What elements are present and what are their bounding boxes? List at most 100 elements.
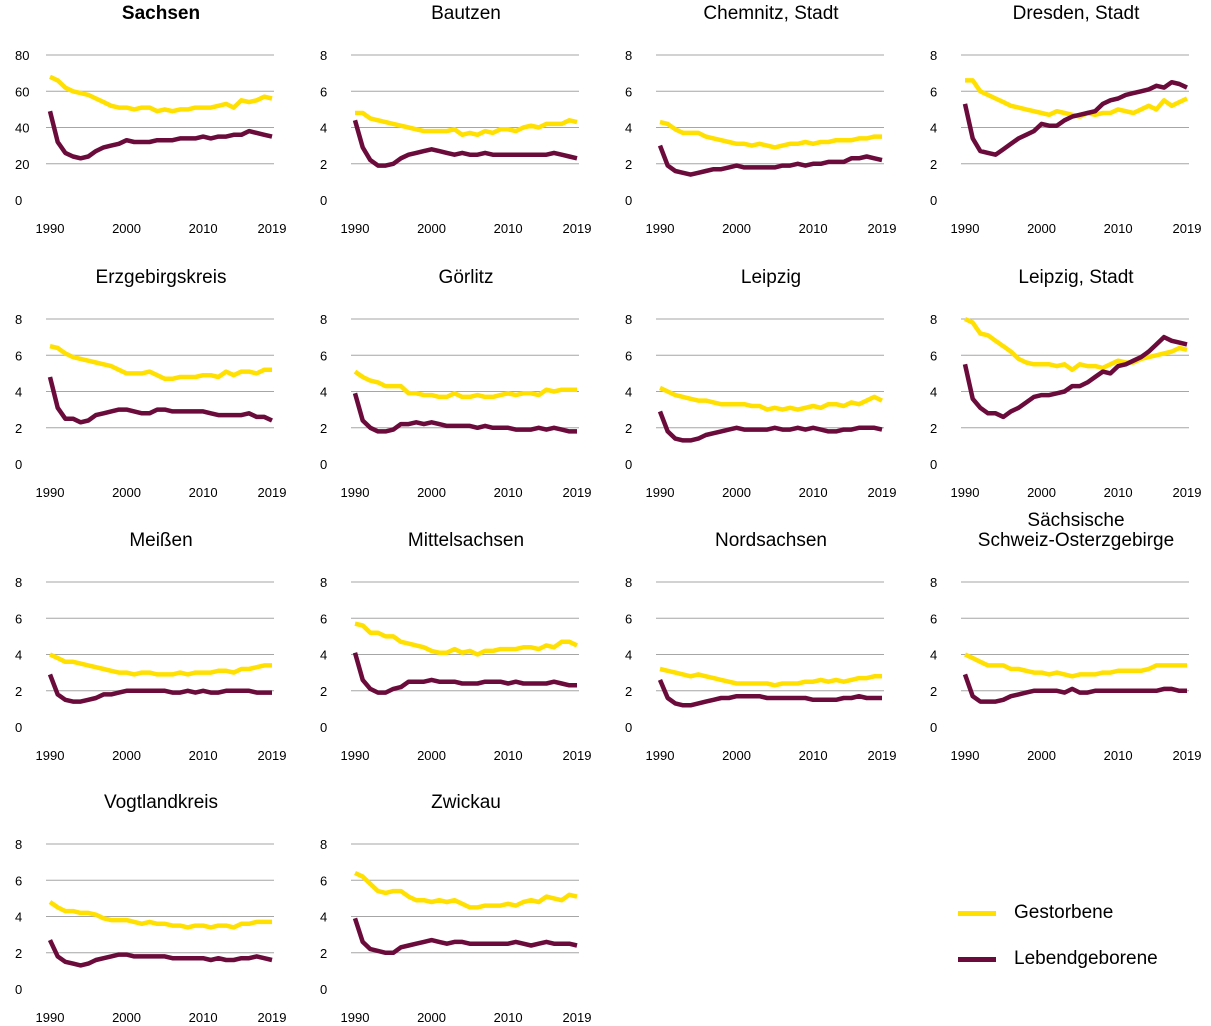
x-tick-label: 2010 (189, 748, 218, 763)
series-line-gestorbene (49, 652, 272, 677)
y-tick-label: 8 (320, 575, 327, 590)
series-line-lebendgeborene (962, 334, 1188, 420)
x-tick-label: 2010 (1104, 485, 1133, 500)
x-tick-label: 2019 (258, 221, 287, 236)
x-tick-label: 2000 (722, 221, 751, 236)
y-tick-label: 4 (625, 121, 632, 136)
panel-title: Görlitz (439, 267, 494, 288)
y-tick-label: 6 (930, 611, 937, 626)
y-tick-label: 2 (15, 421, 22, 436)
series-line-gestorbene (355, 110, 578, 138)
y-tick-label: 0 (625, 193, 632, 208)
y-tick-label: 4 (320, 910, 327, 925)
y-tick-label: 2 (625, 684, 632, 699)
y-tick-label: 8 (625, 48, 632, 63)
x-tick-label: 1990 (951, 221, 980, 236)
y-tick-label: 2 (930, 684, 937, 699)
series-line-lebendgeborene (352, 917, 578, 956)
y-tick-label: 60 (15, 84, 29, 99)
y-tick-label: 2 (625, 157, 632, 172)
series-line-lebendgeborene (47, 376, 273, 425)
x-tick-label: 2000 (1027, 748, 1056, 763)
series-line-gestorbene (964, 316, 1188, 373)
legend: Gestorbene Lebendgeborene (958, 890, 1198, 982)
series-line-gestorbene (354, 870, 578, 910)
series-line-lebendgeborene (657, 679, 882, 708)
y-tick-label: 2 (930, 157, 937, 172)
y-tick-label: 6 (625, 611, 632, 626)
x-tick-label: 2019 (258, 1010, 287, 1025)
x-tick-label: 2010 (494, 485, 523, 500)
y-tick-label: 6 (15, 873, 22, 888)
y-tick-label: 0 (15, 982, 22, 997)
y-tick-label: 6 (320, 611, 327, 626)
x-tick-label: 2000 (112, 748, 141, 763)
x-tick-label: 1990 (646, 221, 675, 236)
panel-13: Zwickau 0 2 4 6 8 1990 2000 2010 2019 (320, 792, 591, 1025)
y-tick-label: 6 (15, 348, 22, 363)
panel-title: Dresden, Stadt (1013, 3, 1140, 24)
x-tick-label: 1990 (646, 485, 675, 500)
panel-5: Görlitz 0 2 4 6 8 1990 2000 2010 2019 (320, 267, 591, 500)
panel-title: Nordsachsen (715, 530, 827, 551)
panel-9: Mittelsachsen 0 2 4 6 8 1990 2000 2010 2019 (320, 530, 591, 763)
series-line-gestorbene (659, 385, 883, 412)
x-tick-label: 2000 (417, 748, 446, 763)
y-tick-label: 8 (930, 312, 937, 327)
panel-11: Sächsische Schweiz-Osterzgebirge 0 2 4 6 8 1990… (930, 510, 1201, 763)
panel-12: Vogtlandkreis 0 2 4 6 8 1990 2000 2010 2019 (15, 792, 286, 1025)
x-tick-label: 2000 (722, 485, 751, 500)
y-tick-label: 4 (15, 385, 22, 400)
y-tick-label: 0 (320, 720, 327, 735)
y-tick-label: 0 (320, 193, 327, 208)
y-tick-label: 6 (930, 348, 937, 363)
x-tick-label: 2010 (189, 485, 218, 500)
y-tick-label: 4 (320, 121, 327, 136)
y-tick-label: 0 (930, 457, 937, 472)
panel-8: Meißen 0 2 4 6 8 1990 2000 2010 2019 (15, 530, 286, 763)
panel-title: Sachsen (122, 3, 200, 24)
x-tick-label: 1990 (341, 748, 370, 763)
y-tick-label: 4 (930, 121, 937, 136)
series-line-gestorbene (659, 666, 882, 688)
x-tick-label: 1990 (341, 1010, 370, 1025)
y-tick-label: 0 (320, 457, 327, 472)
x-tick-label: 2010 (1104, 221, 1133, 236)
x-tick-label: 2010 (799, 748, 828, 763)
x-tick-label: 2019 (1173, 221, 1202, 236)
x-tick-label: 1990 (36, 748, 65, 763)
y-tick-label: 6 (320, 84, 327, 99)
y-tick-label: 4 (625, 385, 632, 400)
y-tick-label: 6 (625, 84, 632, 99)
series-line-gestorbene (48, 900, 272, 930)
series-line-gestorbene (964, 652, 1187, 679)
x-tick-label: 2010 (189, 1010, 218, 1025)
y-tick-label: 4 (320, 648, 327, 663)
panel-title: Chemnitz, Stadt (703, 3, 839, 24)
y-tick-label: 0 (15, 457, 22, 472)
x-tick-label: 2010 (494, 221, 523, 236)
x-tick-label: 2019 (563, 221, 592, 236)
series-line-lebendgeborene (657, 144, 883, 177)
panel-10: Nordsachsen 0 2 4 6 8 1990 2000 2010 2019 (625, 530, 896, 763)
x-tick-label: 2000 (722, 748, 751, 763)
y-tick-label: 0 (625, 457, 632, 472)
y-tick-label: 6 (15, 611, 22, 626)
panel-title: Bautzen (431, 3, 501, 24)
panel-title: Zwickau (431, 792, 501, 813)
legend-swatch-deaths (958, 910, 996, 916)
y-tick-label: 8 (930, 48, 937, 63)
series-line-lebendgeborene (352, 119, 578, 168)
x-tick-label: 2019 (563, 485, 592, 500)
series-line-gestorbene (353, 369, 577, 400)
series-line-gestorbene (354, 621, 578, 657)
panel-title: Meißen (129, 530, 192, 551)
panel-3: Dresden, Stadt 0 2 4 6 8 1990 2000 2010 2019 (930, 3, 1201, 236)
x-tick-label: 1990 (646, 748, 675, 763)
y-tick-label: 0 (15, 720, 22, 735)
x-tick-label: 2019 (258, 748, 287, 763)
series-line-lebendgeborene (352, 392, 577, 434)
x-tick-label: 1990 (341, 485, 370, 500)
panel-4: Erzgebirgskreis 0 2 4 6 8 1990 2000 2010 2019 (15, 267, 286, 500)
